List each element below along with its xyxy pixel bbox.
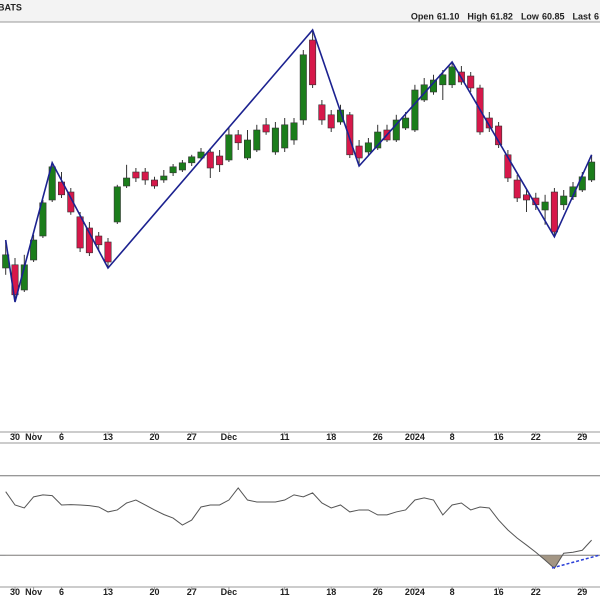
quote-label: High [467,11,487,21]
candle-body [299,54,307,121]
quote-value: 61.82 [490,11,513,21]
candle-body [123,177,131,187]
x-tick-label: 26 [373,432,383,442]
candle-body [290,122,298,141]
candle-body [467,75,475,89]
candle-body [141,171,149,181]
candle-body [522,194,530,201]
candle-body [364,142,372,153]
candle-body [104,241,112,263]
candle-body [309,39,317,86]
candle-body [206,151,214,169]
candle-body [541,201,549,211]
x-tick-label: 29 [577,587,587,597]
candle-body [550,191,558,233]
x-tick-label: 8 [450,587,455,597]
x-tick-label: 22 [531,432,541,442]
candle-body [113,186,121,223]
candle-body [271,127,279,153]
candle-body [151,179,159,187]
candle-body [76,216,84,249]
x-tick-label: 16 [494,432,504,442]
candle-body [318,104,326,121]
header-bar [0,0,600,22]
candle-body [513,179,521,199]
candle-body [485,117,493,129]
candle-body [132,171,140,179]
zigzag-line [4,28,593,303]
x-tick-label: 27 [187,587,197,597]
x-tick-label: 16 [494,587,504,597]
candle-body [30,239,38,261]
x-tick-label: 6 [59,432,64,442]
candle-body [281,124,289,149]
x-tick-label: 13 [103,432,113,442]
x-tick-label: 20 [149,587,159,597]
x-tick-label: 2024 [405,432,425,442]
quote-value: 60.85 [542,11,565,21]
candle-body [67,191,75,213]
x-tick-label: 30 [10,432,20,442]
oversold-fill [539,555,563,569]
candle-body [355,145,363,159]
candle-body [253,129,261,151]
candle-body [169,166,177,174]
candle-body [216,155,224,166]
quote-value: 61.10 [437,11,460,21]
x-tick-label: 20 [149,432,159,442]
x-tick-label: 26 [373,587,383,597]
quote-label: Open [411,11,434,21]
x-tick-label: Dec [221,432,238,442]
candle-body [244,139,252,159]
candle-body [560,195,568,206]
x-tick-label: 13 [103,587,113,597]
candle-body [225,134,233,161]
x-tick-label: 18 [326,432,336,442]
divergence-line [551,554,600,569]
candle-body [411,89,419,131]
candle-body [188,156,196,164]
candle-body [262,124,270,133]
x-tick-label: 2024 [405,587,425,597]
candle-body [95,235,103,246]
x-tick-label: 29 [577,432,587,442]
source-label: BATS [0,2,22,12]
indicator-line [5,487,592,570]
candle-body [504,154,512,179]
quote-value: 6 [594,11,599,21]
x-tick-label: Dec [221,587,238,597]
candle-body [178,162,186,171]
x-tick-label: 8 [450,432,455,442]
x-tick-label: 6 [59,587,64,597]
candle-body [448,66,456,86]
candle-body [39,202,47,237]
x-tick-label: 22 [531,587,541,597]
x-tick-label: Nov [25,432,42,442]
x-tick-label: 11 [280,432,290,442]
candle-body [346,114,354,156]
candle-body [160,175,168,181]
candle-body [374,131,382,149]
candle-body [48,166,56,201]
candle-body [234,134,242,144]
candle-body [402,117,410,129]
candle-body [588,161,596,181]
x-tick-label: 18 [326,587,336,597]
candle-body [439,74,447,86]
candle-body [392,119,400,141]
x-tick-label: 30 [10,587,20,597]
x-tick-label: 11 [280,587,290,597]
quote-label: Last [572,11,591,21]
quote-label: Low [521,11,540,21]
x-tick-label: 27 [187,432,197,442]
candle-body [327,114,335,129]
x-tick-label: Nov [25,587,42,597]
